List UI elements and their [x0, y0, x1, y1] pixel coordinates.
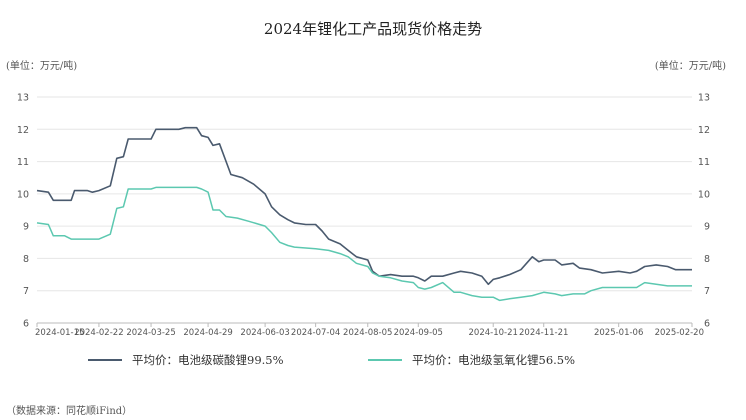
y-axis-unit-right: (单位：万元/吨)	[654, 61, 726, 72]
data-source-note: （数据来源：同花顺iFind）	[6, 406, 133, 417]
legend-swatch-lithium-carbonate	[88, 359, 122, 361]
y-tick-labels: 6 6 7 7 8 8 9 9 10 10 11 11 12 12 13 13	[17, 93, 710, 330]
y-tick-label-left: 8	[23, 254, 29, 265]
y-tick-label-left: 12	[17, 125, 29, 136]
x-tick-label: 2024-03-25	[126, 328, 175, 338]
y-axis-unit-left: (单位：万元/吨)	[6, 61, 78, 72]
x-tick-label: 2025-01-06	[594, 328, 643, 338]
y-tick-label-right: 13	[698, 93, 710, 104]
y-tick-label-right: 12	[698, 125, 710, 136]
y-tick-label-right: 9	[704, 222, 710, 233]
legend-label-lithium-hydroxide: 平均价：电池级氢氧化锂56.5%	[412, 353, 576, 367]
x-tick-label: 2024-04-29	[183, 328, 232, 338]
series-line-lithium-carbonate	[36, 126, 692, 286]
legend-label-lithium-carbonate: 平均价：电池级碳酸锂99.5%	[132, 353, 284, 367]
series-line-lithium-hydroxide	[36, 186, 692, 302]
x-tick-label: 2024-08-05	[343, 328, 392, 338]
y-tick-label-left: 11	[17, 157, 29, 168]
y-tick-label-left: 13	[17, 93, 29, 104]
x-tick-label: 2024-07-04	[291, 328, 340, 338]
gridlines	[37, 96, 692, 324]
legend-swatch-lithium-hydroxide	[368, 359, 402, 361]
x-tick-label: 2024-01-15	[35, 328, 84, 338]
y-tick-label-left: 7	[23, 286, 29, 297]
y-tick-label-right: 8	[704, 254, 710, 265]
chart-title: 2024年锂化工产品现货价格走势	[263, 20, 483, 38]
x-tick-label: 2024-02-22	[74, 328, 123, 338]
y-tick-label-left: 9	[23, 222, 29, 233]
x-tick-label: 2024-10-21	[469, 328, 518, 338]
y-tick-label-left: 10	[17, 189, 29, 200]
y-tick-label-right: 10	[698, 189, 710, 200]
y-tick-label-left: 6	[23, 319, 29, 330]
legend-item-lithium-hydroxide: 平均价：电池级氢氧化锂56.5%	[368, 352, 575, 368]
x-tick-label: 2024-11-21	[519, 328, 568, 338]
x-tick-label: 2024-09-05	[394, 328, 443, 338]
legend-item-lithium-carbonate: 平均价：电池级碳酸锂99.5%	[88, 352, 284, 368]
series-lines	[36, 126, 692, 302]
x-tick-label: 2024-06-03	[240, 328, 289, 338]
y-tick-label-right: 6	[704, 319, 710, 330]
x-tick-label: 2025-02-20	[655, 328, 704, 338]
y-tick-label-right: 11	[698, 157, 710, 168]
y-tick-label-right: 7	[704, 286, 710, 297]
